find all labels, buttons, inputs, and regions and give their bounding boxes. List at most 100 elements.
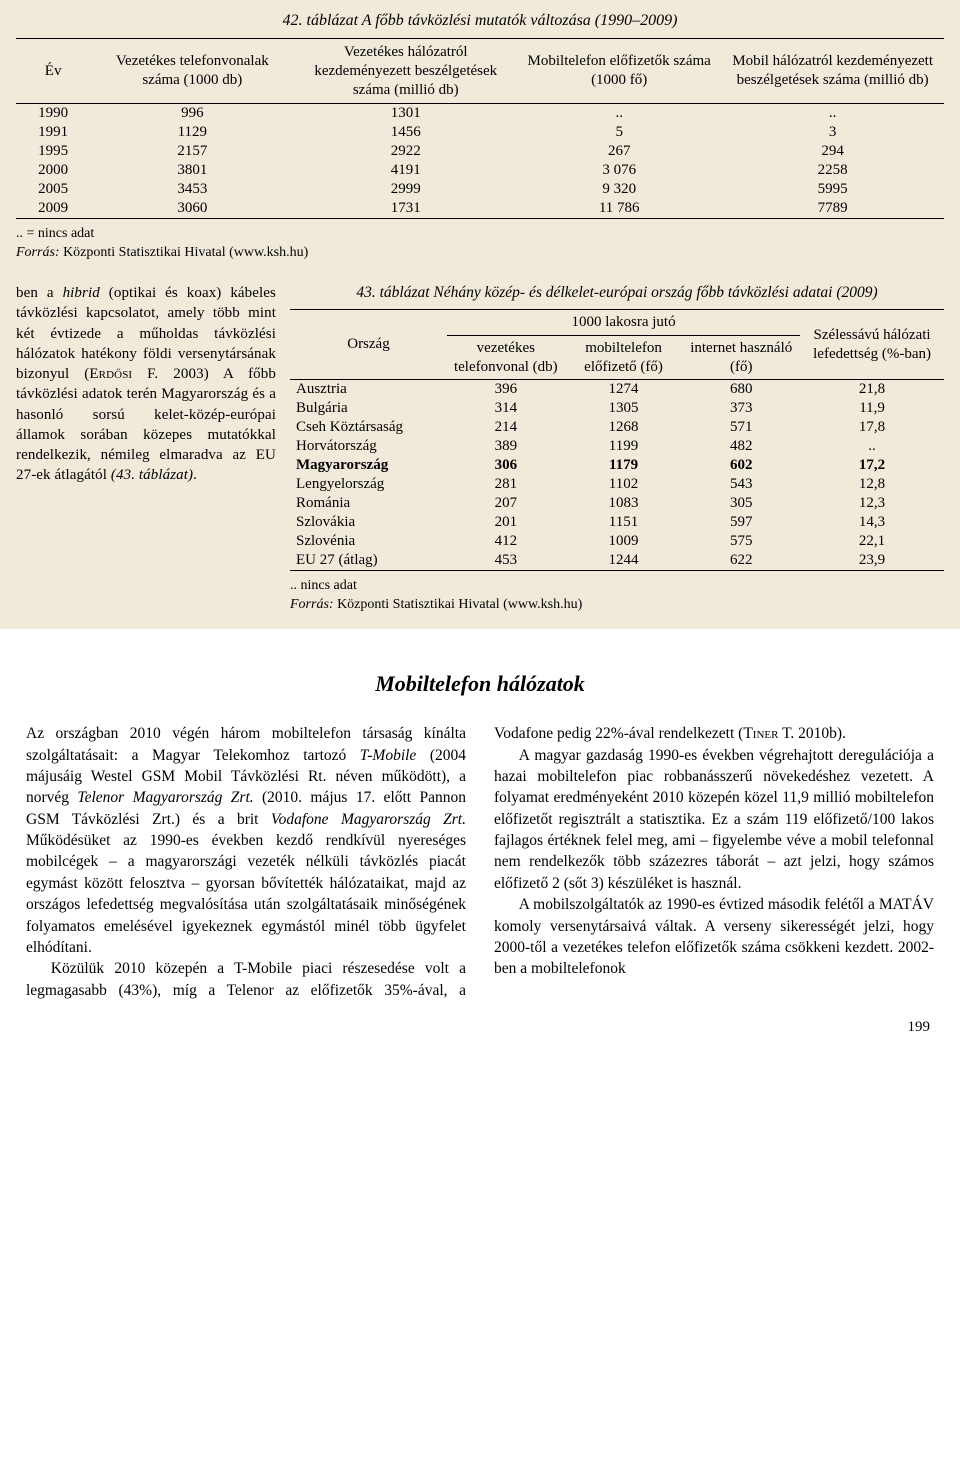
table42-cell: 1991 <box>16 123 90 142</box>
p2-sc: Tiner T. <box>743 725 794 742</box>
table43-cell: 1151 <box>565 513 683 532</box>
table42-foot1: .. = nincs adat <box>16 226 94 241</box>
table43-col-3: internet használó (fő) <box>682 335 800 380</box>
table43-cell: 571 <box>682 418 800 437</box>
table42-cell: 1995 <box>16 142 90 161</box>
para-g: . <box>193 467 197 483</box>
table43-cell: 622 <box>682 551 800 571</box>
table43-supercol: 1000 lakosra jutó <box>447 310 800 336</box>
table43-title-label: 43. táblázat <box>356 284 429 301</box>
table43-head: Ország 1000 lakosra jutó Szélessávú háló… <box>290 310 944 380</box>
table42-cell: 3801 <box>90 161 294 180</box>
para-b: hibrid <box>63 285 100 301</box>
table42-cell: 294 <box>721 142 944 161</box>
table43-cell: Lengyelország <box>290 475 447 494</box>
table43-cell: 12,3 <box>800 494 944 513</box>
section-heading: Mobiltelefon hálózatok <box>0 671 960 697</box>
table43-cell: Románia <box>290 494 447 513</box>
table43-footnotes: .. nincs adat Forrás: Központi Statiszti… <box>290 577 944 615</box>
table42-cell: 11 786 <box>517 199 721 219</box>
table42-cell: 2999 <box>294 180 517 199</box>
table43-col-1: vezetékes telefonvonal (db) <box>447 335 565 380</box>
body-p1: Az országban 2010 végén három mobiltelef… <box>26 723 466 958</box>
table43-wrap: 43. táblázat Néhány közép- és délkelet-e… <box>290 283 944 615</box>
table42-cell: 5995 <box>721 180 944 199</box>
table43-foot1: .. nincs adat <box>290 578 357 593</box>
table42-cell: 2000 <box>16 161 90 180</box>
table43-cell: 453 <box>447 551 565 571</box>
table42-cell: .. <box>721 104 944 124</box>
table43-row: EU 27 (átlag)453124462223,9 <box>290 551 944 571</box>
table43-cell: 680 <box>682 380 800 400</box>
p1-d: Telenor Magyarország Zrt. <box>77 789 253 806</box>
table43-cell: 1244 <box>565 551 683 571</box>
table43-cell: 389 <box>447 437 565 456</box>
table43-cell: 201 <box>447 513 565 532</box>
table43-cell: 22,1 <box>800 532 944 551</box>
para-d: Erdősi F. <box>89 366 158 382</box>
body-p4: A mobilszolgáltatók az 1990-es évtized m… <box>494 894 934 980</box>
table42-cell: 267 <box>517 142 721 161</box>
table42-title-label: 42. táblázat <box>283 12 359 29</box>
table42-row: 2000380141913 0762258 <box>16 161 944 180</box>
table42-cell: 3 <box>721 123 944 142</box>
table43-row: Bulgária314130537311,9 <box>290 399 944 418</box>
table43-body: Ausztria396127468021,8Bulgária3141305373… <box>290 380 944 571</box>
p2-b: 2010b). <box>794 725 846 742</box>
table42-cell: 3 076 <box>517 161 721 180</box>
table43-cell: 1083 <box>565 494 683 513</box>
table43-row: Szlovákia201115159714,3 <box>290 513 944 532</box>
table43-cell: 1268 <box>565 418 683 437</box>
table42-col-3: Mobiltelefon előfizetők száma (1000 fő) <box>517 39 721 104</box>
table43-cell: .. <box>800 437 944 456</box>
table43-cell: Szlovákia <box>290 513 447 532</box>
table42-foot2-it: Forrás: <box>16 245 60 260</box>
table43-cell: 1274 <box>565 380 683 400</box>
table43-cell: 14,3 <box>800 513 944 532</box>
table43-cell: 214 <box>447 418 565 437</box>
table43-cell: Cseh Köztársaság <box>290 418 447 437</box>
table43-cell: 305 <box>682 494 800 513</box>
table43-foot2-rest: Központi Statisztikai Hivatal (www.ksh.h… <box>334 597 583 612</box>
table43-cell: 396 <box>447 380 565 400</box>
table42-cell: 2009 <box>16 199 90 219</box>
table43-cell: Szlovénia <box>290 532 447 551</box>
table42-cell: 1990 <box>16 104 90 124</box>
para-f: (43. táblázat) <box>111 467 193 483</box>
table42-row: 2005345329999 3205995 <box>16 180 944 199</box>
table43-cell: 21,8 <box>800 380 944 400</box>
table43-cell: 1305 <box>565 399 683 418</box>
table43-cell: 575 <box>682 532 800 551</box>
table42-cell: 2258 <box>721 161 944 180</box>
table43-cell: Horvátország <box>290 437 447 456</box>
table42-cell: 1301 <box>294 104 517 124</box>
table42-row: 19909961301.... <box>16 104 944 124</box>
panel-table42: 42. táblázat A főbb távközlési mutatók v… <box>0 0 960 277</box>
table43-cell: 17,2 <box>800 456 944 475</box>
table43: Ország 1000 lakosra jutó Szélessávú háló… <box>290 309 944 571</box>
table42-cell: 1731 <box>294 199 517 219</box>
mid-row: ben a hibrid (optikai és koax) kábeles t… <box>16 283 944 615</box>
page: 42. táblázat A főbb távközlési mutatók v… <box>0 0 960 1054</box>
body-p3: A magyar gazdaság 1990-es években végreh… <box>494 745 934 895</box>
table43-cell: Magyarország <box>290 456 447 475</box>
table42-title-rest: A főbb távközlési mutatók változása (199… <box>358 12 677 29</box>
table43-cell: 373 <box>682 399 800 418</box>
table43-cell: 1102 <box>565 475 683 494</box>
p1-g: Működésüket az 1990-es években kezdő ren… <box>26 832 466 956</box>
table42: Év Vezetékes telefonvonalak száma (1000 … <box>16 38 944 219</box>
table42-row: 199521572922267294 <box>16 142 944 161</box>
table43-col-2: mobiltelefon előfizető (fő) <box>565 335 683 380</box>
table43-cell: 314 <box>447 399 565 418</box>
table42-cell: 7789 <box>721 199 944 219</box>
table43-cell: 281 <box>447 475 565 494</box>
table42-cell: 1456 <box>294 123 517 142</box>
table42-body: 19909961301....1991112914565319952157292… <box>16 104 944 219</box>
table43-cell: 1009 <box>565 532 683 551</box>
panel-mid: ben a hibrid (optikai és koax) kábeles t… <box>0 277 960 629</box>
table43-row: Románia207108330512,3 <box>290 494 944 513</box>
table42-cell: .. <box>517 104 721 124</box>
table42-cell: 996 <box>90 104 294 124</box>
table43-row: Magyarország306117960217,2 <box>290 456 944 475</box>
table43-cell: 597 <box>682 513 800 532</box>
